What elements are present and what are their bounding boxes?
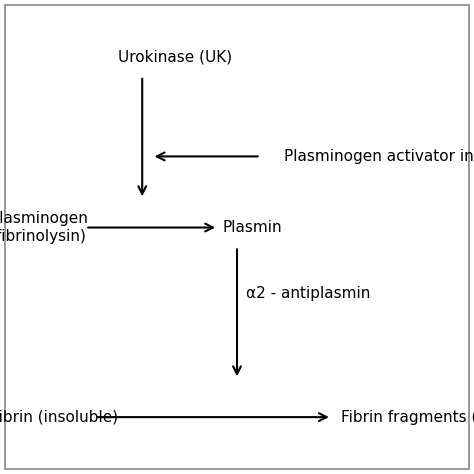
Text: Plasminogen activator inhibitor-1: Plasminogen activator inhibitor-1 (284, 149, 474, 164)
Text: Plasminogen
(fibrinolysin): Plasminogen (fibrinolysin) (0, 211, 88, 244)
Text: Urokinase (UK): Urokinase (UK) (118, 49, 233, 64)
Text: Fibrin (insoluble): Fibrin (insoluble) (0, 410, 118, 425)
Text: Fibrin fragments (s: Fibrin fragments (s (341, 410, 474, 425)
Text: Plasmin: Plasmin (223, 220, 283, 235)
Text: α2 - antiplasmin: α2 - antiplasmin (246, 286, 371, 301)
